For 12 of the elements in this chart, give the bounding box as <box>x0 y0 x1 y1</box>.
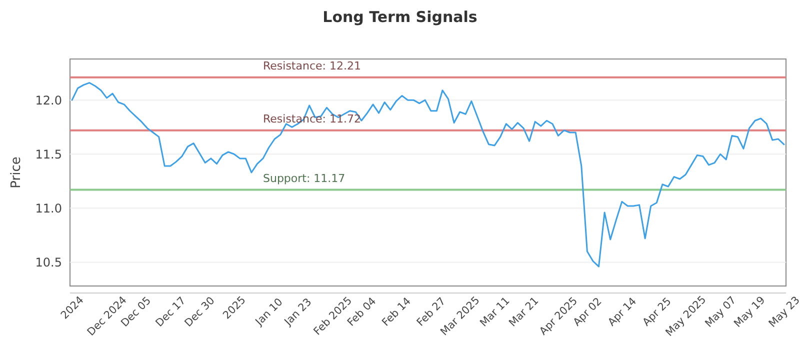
line-series <box>71 82 785 268</box>
x-tick-label: Feb 14 <box>380 295 414 329</box>
chart-title: Long Term Signals <box>322 8 478 26</box>
ref-line-label: Resistance: 12.21 <box>263 59 361 72</box>
y-tick-label: 11.0 <box>35 201 62 216</box>
y-tick-label: 11.5 <box>35 147 62 162</box>
x-tick-label: Apr 14 <box>606 295 640 329</box>
x-tick-label: Dec 30 <box>182 294 218 330</box>
ref-line-label: Support: 11.17 <box>263 172 346 185</box>
y-tick-label: 12.0 <box>35 93 62 108</box>
y-tick-label: 10.5 <box>35 255 62 270</box>
y-axis-title: Price <box>9 156 24 188</box>
